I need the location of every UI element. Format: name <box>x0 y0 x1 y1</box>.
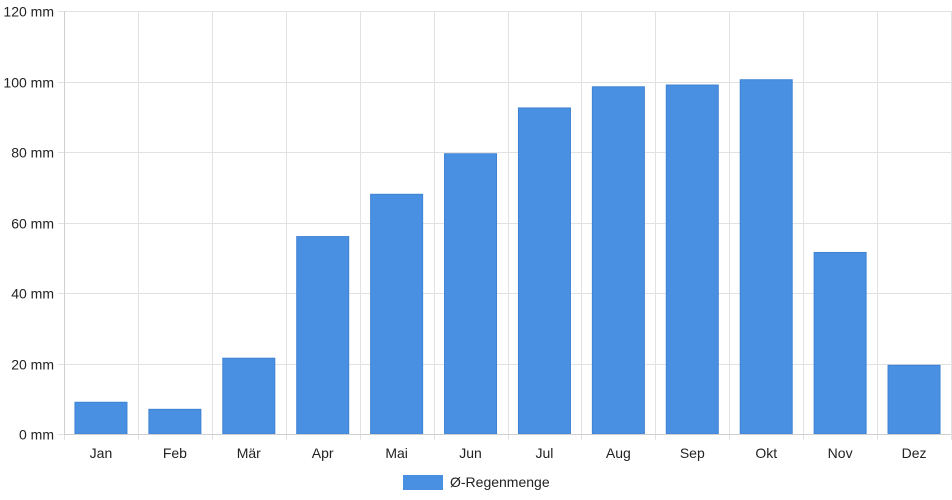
x-tick-label: Sep <box>680 445 705 461</box>
y-tick-label: 100 mm <box>3 75 54 91</box>
bar-sep[interactable] <box>665 84 719 435</box>
bar-aug[interactable] <box>591 86 645 435</box>
x-tick-label: Okt <box>755 445 777 461</box>
bar-dez[interactable] <box>887 364 941 435</box>
bar-apr[interactable] <box>296 236 350 435</box>
bar-feb[interactable] <box>148 408 202 435</box>
y-tick-label: 40 mm <box>11 286 54 302</box>
axes: 0 mm 20 mm 40 mm 60 mm 80 mm 100 mm 120 mm Jan F… <box>3 4 951 461</box>
legend-label[interactable]: Ø-Regenmenge <box>450 474 550 490</box>
x-tick-label: Dez <box>902 445 927 461</box>
x-tick-label: Jun <box>459 445 482 461</box>
y-tick-label: 20 mm <box>11 357 54 373</box>
bar-jun[interactable] <box>444 153 498 435</box>
x-tick-label: Apr <box>312 445 334 461</box>
x-tick-label: Mär <box>237 445 261 461</box>
x-tick-label: Jul <box>536 445 554 461</box>
x-tick-label: Feb <box>163 445 187 461</box>
legend[interactable]: Ø-Regenmenge <box>403 474 550 490</box>
bar-okt[interactable] <box>739 79 793 435</box>
y-tick-label: 120 mm <box>3 4 54 20</box>
bar-mär[interactable] <box>222 357 276 435</box>
legend-swatch[interactable] <box>403 475 443 490</box>
bars <box>74 79 941 435</box>
y-tick-label: 80 mm <box>11 145 54 161</box>
bar-mai[interactable] <box>370 193 424 435</box>
x-tick-label: Mai <box>385 445 408 461</box>
bar-jul[interactable] <box>517 107 571 435</box>
x-tick-label: Nov <box>828 445 853 461</box>
y-tick-label: 0 mm <box>19 427 54 443</box>
bar-jan[interactable] <box>74 401 128 435</box>
bar-nov[interactable] <box>813 251 867 435</box>
x-tick-label: Jan <box>90 445 113 461</box>
x-tick-label: Aug <box>606 445 631 461</box>
y-tick-label: 60 mm <box>11 216 54 232</box>
grid-lines <box>58 11 952 440</box>
